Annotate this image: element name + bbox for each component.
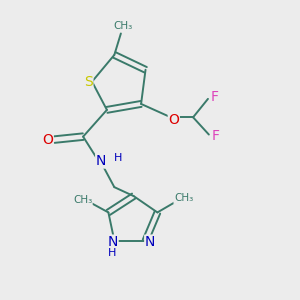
Text: O: O [42, 133, 53, 147]
Text: N: N [96, 154, 106, 168]
Text: F: F [211, 90, 218, 104]
Text: CH₃: CH₃ [73, 195, 92, 205]
Text: N: N [145, 235, 155, 249]
Text: S: S [84, 75, 93, 88]
Text: N: N [108, 235, 118, 249]
Text: H: H [114, 153, 122, 163]
Text: CH₃: CH₃ [114, 21, 133, 31]
Text: CH₃: CH₃ [174, 194, 193, 203]
Text: H: H [108, 248, 116, 258]
Text: O: O [168, 113, 179, 127]
Text: F: F [212, 129, 219, 143]
